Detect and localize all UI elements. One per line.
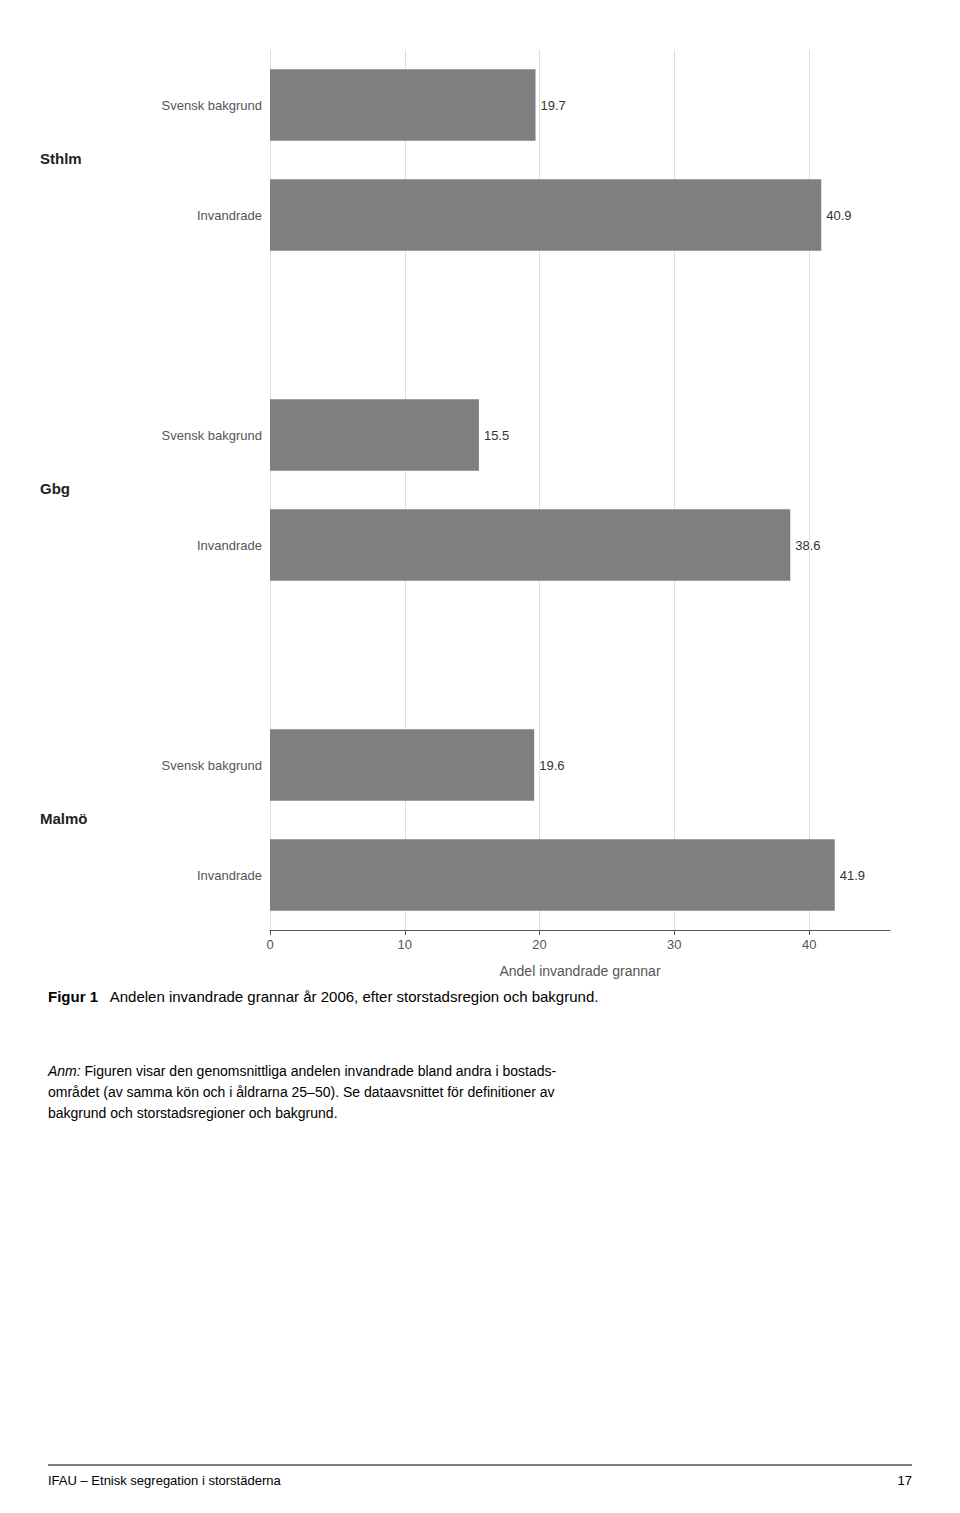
svg-text:Invandrade: Invandrade <box>197 538 262 553</box>
svg-text:15.5: 15.5 <box>484 428 509 443</box>
svg-text:0: 0 <box>266 937 273 952</box>
svg-text:Svensk bakgrund: Svensk bakgrund <box>162 98 262 113</box>
svg-text:Andel invandrade grannar: Andel invandrade grannar <box>499 963 660 979</box>
svg-text:40.9: 40.9 <box>826 208 851 223</box>
svg-text:Invandrade: Invandrade <box>197 208 262 223</box>
svg-text:10: 10 <box>398 937 412 952</box>
svg-text:Svensk bakgrund: Svensk bakgrund <box>162 428 262 443</box>
svg-text:30: 30 <box>667 937 681 952</box>
svg-text:Gbg: Gbg <box>40 480 70 497</box>
svg-text:Malmö: Malmö <box>40 810 88 827</box>
svg-text:19.7: 19.7 <box>541 98 566 113</box>
svg-text:bakgrund och storstadsregioner: bakgrund och storstadsregioner och bakgr… <box>48 1105 338 1121</box>
svg-text:19.6: 19.6 <box>539 758 564 773</box>
svg-text:20: 20 <box>532 937 546 952</box>
svg-text:38.6: 38.6 <box>795 538 820 553</box>
svg-text:41.9: 41.9 <box>840 868 865 883</box>
svg-text:40: 40 <box>802 937 816 952</box>
svg-text:Figuren visar den genomsnittli: Figuren visar den genomsnittliga andelen… <box>81 1063 557 1079</box>
svg-text:Anm:: Anm: <box>47 1063 81 1079</box>
svg-text:Figur 1: Figur 1 <box>48 988 98 1005</box>
svg-text:Andelen invandrade grannar år: Andelen invandrade grannar år 2006, efte… <box>106 988 598 1005</box>
svg-text:området (av samma kön och i ål: området (av samma kön och i åldrarna 25–… <box>48 1084 555 1100</box>
svg-text:17: 17 <box>898 1473 912 1488</box>
svg-text:Invandrade: Invandrade <box>197 868 262 883</box>
svg-text:IFAU – Etnisk segregation i st: IFAU – Etnisk segregation i storstäderna <box>48 1473 281 1488</box>
svg-text:Sthlm: Sthlm <box>40 150 82 167</box>
svg-text:Svensk bakgrund: Svensk bakgrund <box>162 758 262 773</box>
